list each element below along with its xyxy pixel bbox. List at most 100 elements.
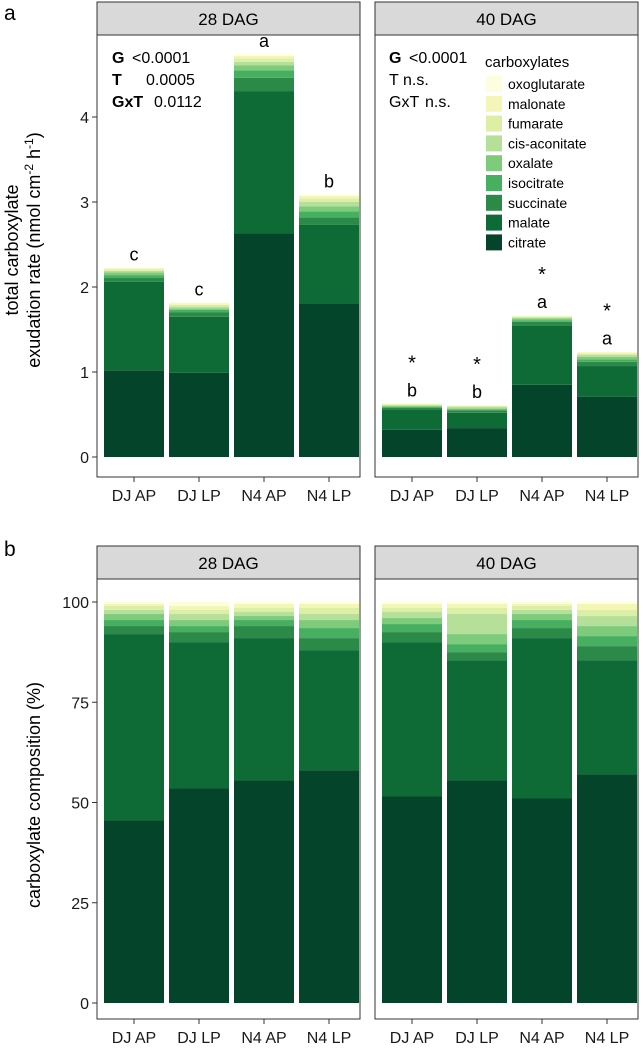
- bar-segment-malate: [104, 281, 164, 371]
- bar-segment-citrate: [577, 774, 637, 1003]
- legend-label-isocitrate: isocitrate: [508, 175, 564, 191]
- stats-a-28dag: G <0.0001 T 0.0005 GxT 0.0112: [112, 50, 202, 111]
- bars-b-40dag: DJ AP DJ LP N4 AP N4 LP: [382, 602, 637, 1047]
- bar-segment-succinate: [382, 632, 442, 643]
- bar-segment-malate: [447, 660, 507, 781]
- bar-segment-oxalate: [299, 620, 359, 629]
- bar-segment-malate: [299, 650, 359, 771]
- panel-b-letter: b: [4, 538, 16, 561]
- bar-segment-succinate: [447, 410, 507, 413]
- x-tick-label: N4 AP: [519, 488, 564, 505]
- bar-segment-isocitrate: [382, 406, 442, 408]
- bar-segment-citrate: [512, 798, 572, 1003]
- bar-segment-cis-aconitate: [512, 317, 572, 319]
- bar-segment-malate: [577, 366, 637, 397]
- bar-segment-isocitrate: [512, 320, 572, 322]
- bar-segment-isocitrate: [577, 636, 637, 647]
- bar-segment-oxoglutarate: [577, 602, 637, 605]
- bars-b-28dag: DJ AP DJ LP N4 AP N4 LP: [104, 602, 359, 1047]
- bar-segment-citrate: [234, 780, 294, 1003]
- x-tick-label: DJ LP: [455, 1030, 499, 1047]
- bar-segment-fumarate: [299, 608, 359, 615]
- bar-segment-malonate: [299, 604, 359, 609]
- strip-b-28dag: [96, 545, 361, 580]
- x-tick-label: N4 LP: [307, 488, 351, 505]
- bar-segment-oxalate: [512, 614, 572, 621]
- bar-segment-oxoglutarate: [299, 194, 359, 197]
- bar-segment-oxoglutarate: [104, 602, 164, 605]
- y-tick-label: 3: [80, 195, 89, 212]
- legend-label-fumarate: fumarate: [508, 116, 563, 132]
- bar-segment-malonate: [512, 604, 572, 607]
- legend-swatch-citrate: [486, 234, 502, 251]
- bar-segment-malate: [169, 642, 229, 789]
- bar-segment-malonate: [169, 606, 229, 611]
- y-tick-label: 50: [71, 796, 89, 813]
- bar-segment-cis-aconitate: [104, 610, 164, 615]
- bar-segment-oxalate: [577, 356, 637, 360]
- panel-a-ylabel-line1: total carboxylate: [2, 184, 22, 315]
- x-tick-label: N4 LP: [585, 1030, 629, 1047]
- bar-segment-cis-aconitate: [512, 610, 572, 615]
- bar-segment-malate: [299, 224, 359, 304]
- legend-label-citrate: citrate: [508, 234, 546, 250]
- bar-segment-succinate: [577, 646, 637, 661]
- x-tick-label: N4 LP: [585, 488, 629, 505]
- bar-segment-oxalate: [169, 620, 229, 627]
- bar-segment-malonate: [234, 604, 294, 609]
- legend-label-cis-aconitate: cis-aconitate: [508, 135, 587, 151]
- significance-asterisk: *: [473, 354, 481, 376]
- bar-segment-malate: [382, 642, 442, 797]
- significance-letter: a: [602, 329, 613, 349]
- bar-segment-succinate: [299, 638, 359, 651]
- bar-segment-malate: [512, 325, 572, 385]
- y-axis-b: 0 25 50 75 100: [62, 595, 97, 1013]
- bar-segment-succinate: [382, 407, 442, 410]
- stat-value: n.s.: [425, 94, 451, 111]
- bar-segment-succinate: [234, 77, 294, 92]
- bar-segment-citrate: [447, 428, 507, 457]
- significance-letter: c: [195, 279, 204, 299]
- significance-asterisk: *: [408, 352, 416, 374]
- x-tick-label: N4 AP: [241, 1030, 286, 1047]
- strip-a-40dag: [374, 1, 639, 36]
- bar-segment-fumarate: [382, 404, 442, 406]
- bar-segment-oxalate: [447, 408, 507, 410]
- legend-label-succinate: succinate: [508, 195, 567, 211]
- x-tick-label: N4 AP: [519, 1030, 564, 1047]
- x-tick-label: DJ AP: [390, 1030, 434, 1047]
- bar-segment-oxalate: [234, 65, 294, 71]
- panel-b-ylabel: carboxylate composition (%): [24, 682, 44, 908]
- bar-segment-cis-aconitate: [382, 405, 442, 406]
- bar-segment-oxoglutarate: [512, 602, 572, 605]
- bar-segment-malonate: [382, 604, 442, 609]
- bar-segment-malate: [169, 316, 229, 373]
- bar-segment-malonate: [447, 604, 507, 609]
- bar-segment-cis-aconitate: [169, 306, 229, 309]
- bar-segment-isocitrate: [169, 626, 229, 633]
- legend-swatch-fumarate: [486, 115, 502, 132]
- stat-value: <0.0001: [409, 50, 467, 67]
- bar-segment-oxalate: [382, 618, 442, 625]
- strip-a-40dag-label: 40 DAG: [476, 10, 536, 29]
- significance-asterisk: *: [538, 264, 546, 286]
- x-tick-label: DJ AP: [112, 488, 156, 505]
- stat-value: n.s.: [403, 72, 429, 89]
- bar-segment-oxalate: [234, 616, 294, 621]
- bar-segment-succinate: [447, 652, 507, 661]
- bar-segment-malonate: [169, 303, 229, 305]
- stat-value: 0.0112: [154, 94, 202, 111]
- bar-segment-succinate: [104, 626, 164, 635]
- x-tick-label: DJ LP: [177, 488, 221, 505]
- stat-label: GxT: [112, 94, 143, 111]
- legend-label-oxalate: oxalate: [508, 155, 553, 171]
- bar-segment-cis-aconitate: [299, 202, 359, 207]
- bar-segment-fumarate: [512, 606, 572, 611]
- bar-segment-isocitrate: [447, 409, 507, 411]
- bar-segment-malate: [447, 412, 507, 429]
- strip-b-40dag-label: 40 DAG: [476, 554, 536, 573]
- significance-letter: c: [130, 244, 139, 264]
- strip-a-28dag: [96, 1, 361, 36]
- bar-segment-citrate: [169, 788, 229, 1003]
